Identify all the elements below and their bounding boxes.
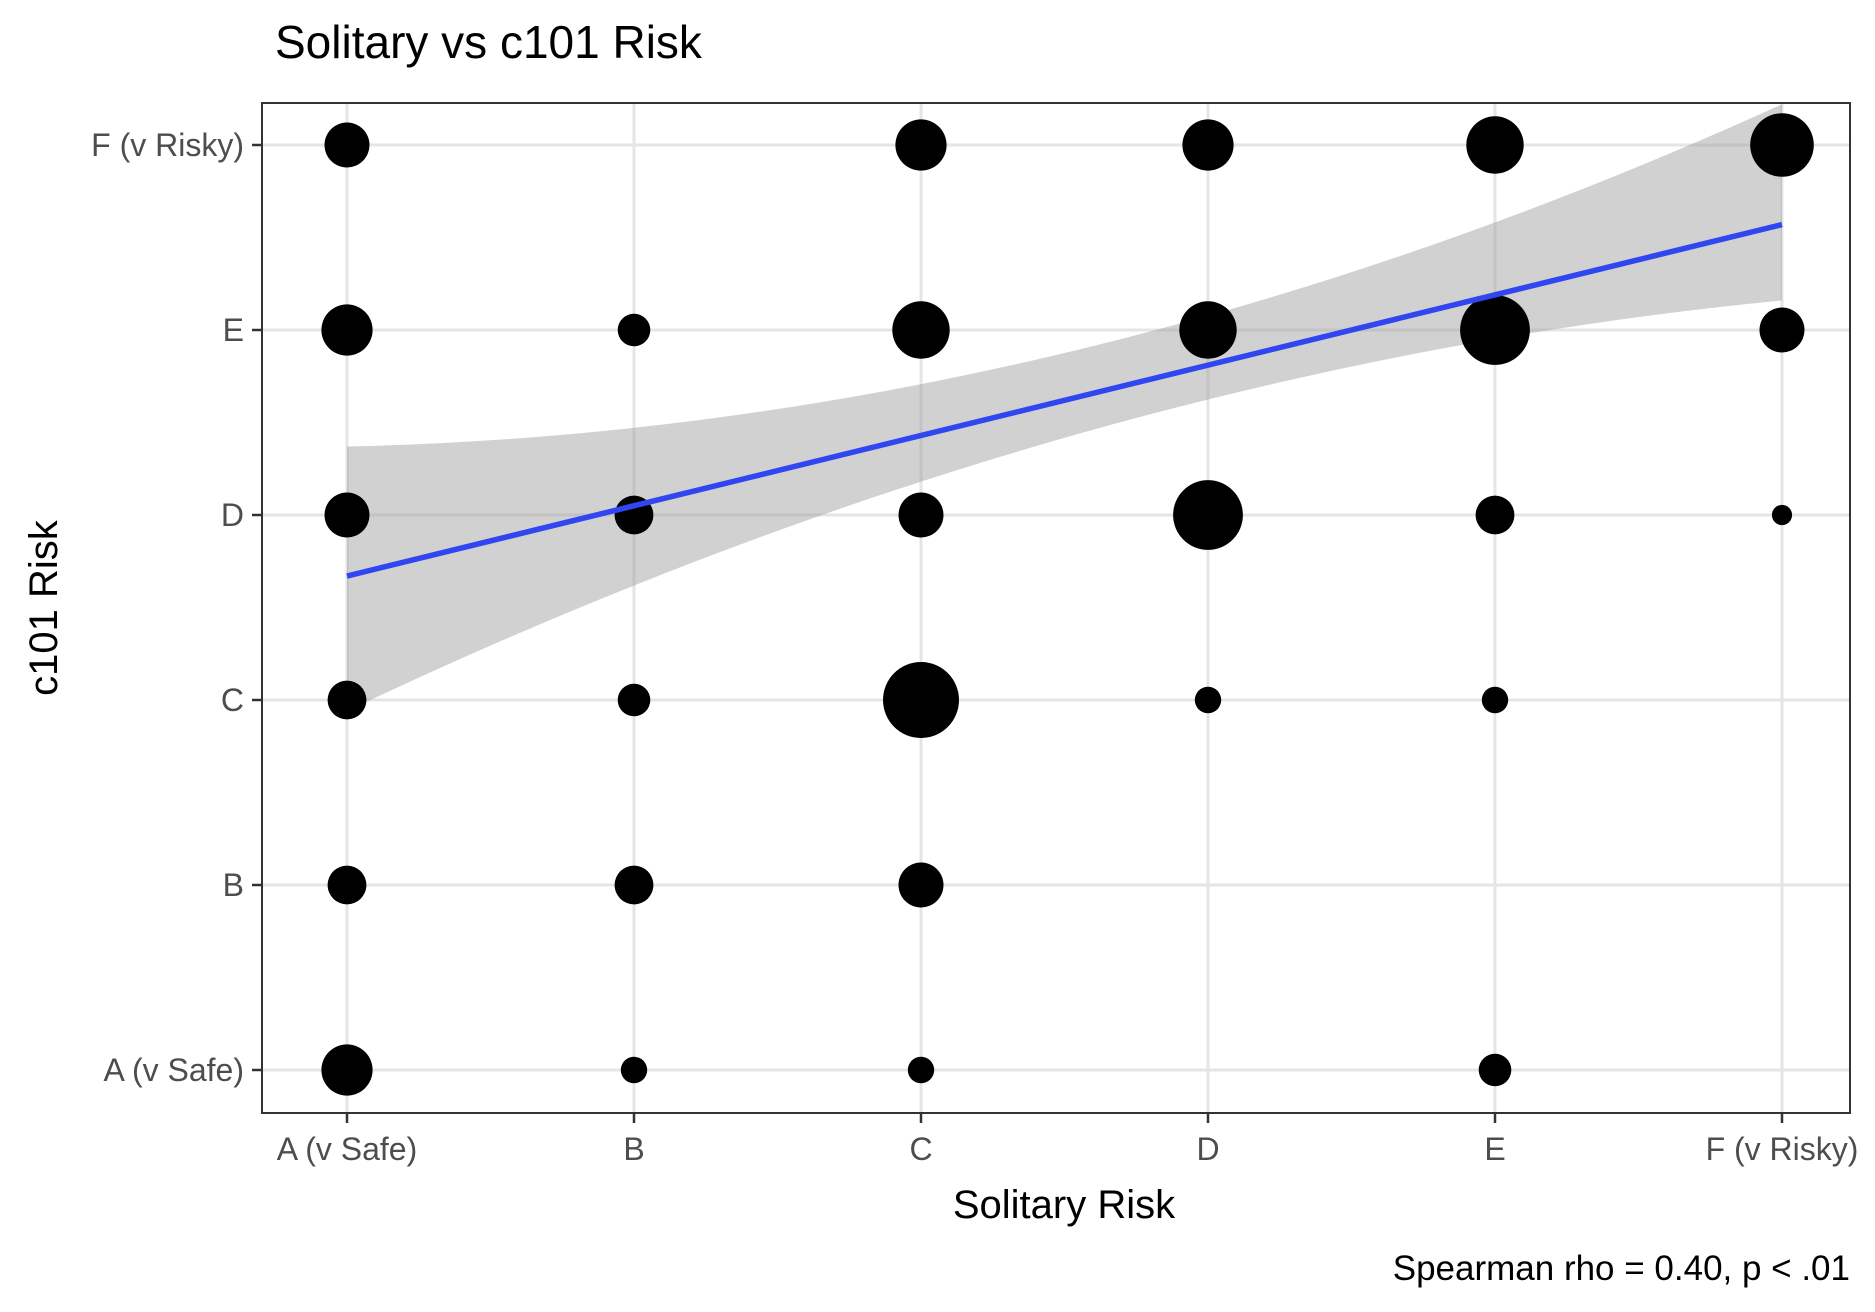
x-tick-label-a-v-safe: A (v Safe)	[277, 1131, 418, 1167]
data-point	[324, 122, 370, 168]
y-axis-title: c101 Risk	[22, 519, 66, 696]
data-point	[1771, 504, 1793, 526]
data-point	[1759, 307, 1805, 353]
data-point	[324, 492, 370, 538]
confidence-band	[347, 104, 1782, 712]
chart-title: Solitary vs c101 Risk	[275, 16, 703, 68]
data-point	[895, 119, 947, 171]
data-point	[617, 683, 651, 717]
data-point	[1475, 495, 1515, 535]
data-point	[892, 301, 950, 359]
y-tick-label-e: E	[223, 312, 244, 348]
y-tick-label-f-v-risky: F (v Risky)	[91, 127, 244, 163]
y-tick-label-d: D	[221, 497, 244, 533]
y-tick-label-a-v-safe: A (v Safe)	[104, 1052, 245, 1088]
data-point	[321, 304, 373, 356]
x-tick-label-f-v-risky: F (v Risky)	[1706, 1131, 1859, 1167]
data-point	[327, 865, 367, 905]
data-point	[620, 1056, 648, 1084]
data-point	[1173, 480, 1243, 550]
plot-panel-border	[261, 102, 1851, 1114]
data-point	[1481, 686, 1509, 714]
confidence-band-layer	[347, 104, 1782, 712]
data-point	[1466, 116, 1524, 174]
x-tick-label-b: B	[623, 1131, 644, 1167]
y-tick-label-c: C	[221, 682, 244, 718]
x-tick-label-c: C	[909, 1131, 932, 1167]
data-point	[1460, 295, 1530, 365]
data-point	[1179, 301, 1237, 359]
trend-line-layer	[346, 221, 1783, 579]
data-point	[898, 492, 944, 538]
x-tick-label-e: E	[1484, 1131, 1505, 1167]
data-point	[883, 662, 959, 738]
grid-lines	[262, 103, 1850, 1113]
axis-ticks: A (v Safe) B C D E F (v Risky) A (v Safe) B C D E F…	[91, 127, 1858, 1167]
data-point	[1750, 113, 1814, 177]
data-point	[614, 865, 654, 905]
trend-line	[346, 221, 1783, 579]
data-point	[321, 1044, 373, 1096]
data-point	[617, 313, 651, 347]
data-point	[327, 680, 367, 720]
data-point	[898, 862, 944, 908]
data-point	[1182, 119, 1234, 171]
data-point	[1194, 686, 1222, 714]
data-point	[1478, 1053, 1512, 1087]
x-tick-label-d: D	[1196, 1131, 1219, 1167]
y-tick-label-b: B	[223, 867, 244, 903]
data-points	[321, 113, 1814, 1096]
data-point	[907, 1056, 935, 1084]
chart-caption: Spearman rho = 0.40, p < .01	[1393, 1249, 1850, 1288]
x-axis-title: Solitary Risk	[953, 1183, 1176, 1227]
